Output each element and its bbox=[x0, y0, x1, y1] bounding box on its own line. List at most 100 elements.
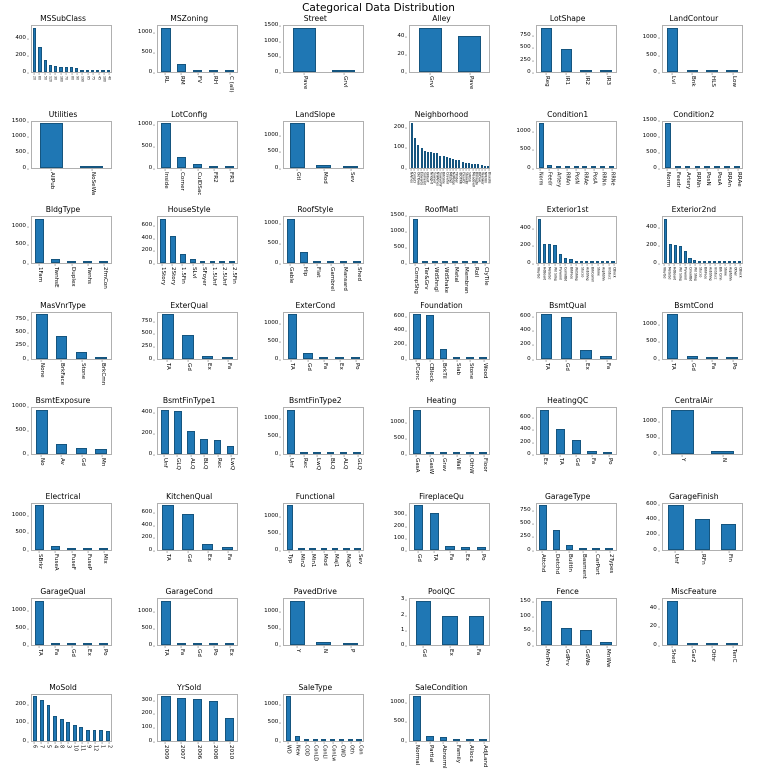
bar bbox=[303, 353, 312, 358]
bar bbox=[335, 357, 344, 359]
bar-slot bbox=[198, 217, 208, 263]
bar bbox=[222, 357, 233, 359]
plot-area bbox=[31, 25, 112, 73]
y-tick-mark bbox=[532, 331, 534, 332]
plot-area bbox=[157, 694, 238, 742]
x-tick-slot: Fa bbox=[596, 360, 616, 396]
bar-slot bbox=[596, 26, 616, 72]
y-tick-mark bbox=[153, 226, 155, 227]
bar bbox=[70, 67, 73, 72]
y-tick-mark bbox=[153, 264, 155, 265]
x-tick-label: TA bbox=[431, 554, 437, 561]
x-tick-label: Slab bbox=[454, 363, 460, 375]
bar-slot bbox=[673, 122, 683, 168]
y-tick-mark bbox=[405, 36, 407, 37]
bar bbox=[161, 123, 170, 167]
x-tick-mark bbox=[47, 742, 48, 744]
x-tick-slot: 2010 bbox=[222, 742, 238, 778]
bar bbox=[472, 261, 478, 263]
bar bbox=[606, 261, 609, 263]
x-tick-slot: TA bbox=[426, 551, 442, 587]
x-tick-label: Pave bbox=[467, 76, 473, 89]
x-tick-slot: Norm bbox=[536, 169, 545, 205]
bar bbox=[445, 546, 454, 550]
x-tick-mark bbox=[314, 742, 315, 744]
bar-slot bbox=[337, 599, 363, 645]
x-tick-mark bbox=[440, 169, 441, 171]
bar-slot bbox=[556, 313, 576, 359]
x-tick-mark bbox=[82, 73, 83, 75]
x-tick-mark bbox=[332, 742, 333, 744]
y-tick-label: 600 bbox=[646, 502, 657, 508]
x-tick-slot: CarPort bbox=[590, 551, 604, 587]
subplot-title: MSZoning bbox=[126, 14, 252, 23]
x-tick-mark bbox=[675, 551, 676, 553]
x-tick-label: 2Story bbox=[170, 267, 176, 285]
y-tick-label: 400 bbox=[646, 518, 657, 524]
x-tick-slot: Fa bbox=[218, 360, 238, 396]
bar bbox=[580, 261, 583, 263]
x-tick-mark bbox=[81, 360, 82, 362]
x-tick-label: RL bbox=[162, 76, 168, 83]
x-tick-slot: Fa bbox=[584, 455, 600, 491]
x-tick-mark bbox=[350, 742, 351, 744]
y-tick-mark bbox=[532, 537, 534, 538]
bar bbox=[295, 736, 300, 740]
x-tick-slot: BrkTil bbox=[436, 360, 450, 396]
x-tick-label: RRNn bbox=[601, 172, 606, 186]
bar bbox=[348, 739, 353, 741]
plot-area bbox=[536, 121, 617, 169]
bar-slot bbox=[174, 26, 190, 72]
x-tick-slot: Ex bbox=[332, 360, 348, 396]
x-tick-label: Partial bbox=[427, 745, 433, 763]
bar bbox=[67, 643, 76, 645]
bar bbox=[343, 548, 350, 550]
bar-slot bbox=[476, 408, 489, 454]
plot-area bbox=[31, 216, 112, 264]
x-tick-mark bbox=[213, 646, 214, 648]
bar-slot bbox=[486, 122, 489, 168]
x-tick-label: RRAe bbox=[735, 172, 741, 187]
bar bbox=[288, 314, 297, 358]
x-tick-mark bbox=[597, 264, 598, 266]
plot-area bbox=[662, 407, 743, 455]
y-tick-mark bbox=[532, 246, 534, 247]
bar bbox=[458, 36, 481, 72]
x-tick-label: Mansard bbox=[341, 267, 347, 291]
x-tick-label: Norm bbox=[664, 172, 670, 187]
x-tick-mark bbox=[732, 360, 733, 362]
x-tick-label: RRNe bbox=[610, 172, 615, 185]
bar-slot bbox=[337, 217, 350, 263]
x-tick-label: Fa bbox=[590, 458, 596, 464]
x-tick-mark bbox=[204, 455, 205, 457]
x-tick-slot: Gd bbox=[409, 551, 425, 587]
x-tick-slot: Ex bbox=[576, 360, 596, 396]
x-tick-label: Tar&Grv bbox=[422, 267, 428, 290]
x-tick-label: MetalSd bbox=[548, 267, 551, 279]
x-tick-label: LwQ bbox=[229, 458, 235, 470]
x-tick-mark bbox=[707, 169, 708, 171]
x-tick-label: Stucco bbox=[698, 267, 701, 277]
x-tick-mark bbox=[71, 264, 72, 266]
x-tick-mark bbox=[192, 264, 193, 266]
bar bbox=[414, 505, 423, 549]
bar-series bbox=[537, 599, 616, 645]
y-tick-label: 0 bbox=[401, 261, 405, 267]
x-tick-mark bbox=[104, 551, 105, 553]
bar bbox=[541, 28, 552, 72]
bar-slot bbox=[537, 504, 550, 550]
bar-slot bbox=[206, 695, 222, 741]
x-tick-label: BuiltIn bbox=[567, 554, 573, 572]
x-tick-mark bbox=[50, 73, 51, 75]
bar bbox=[596, 261, 599, 263]
y-tick-label: 1000 bbox=[264, 39, 278, 45]
y-tick-label: 1000 bbox=[264, 609, 278, 615]
x-tick-mark bbox=[475, 169, 476, 171]
